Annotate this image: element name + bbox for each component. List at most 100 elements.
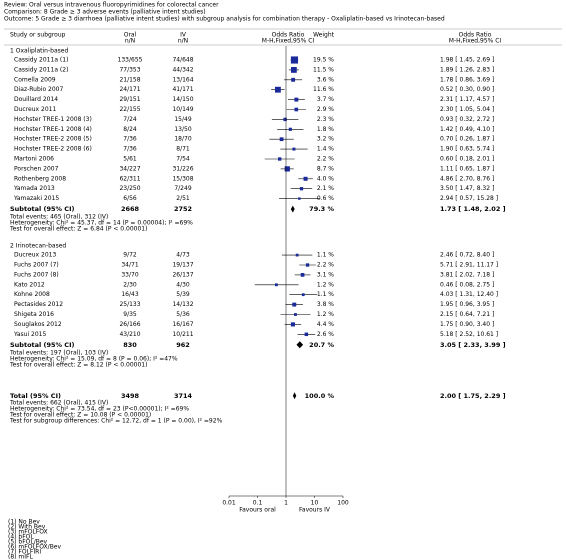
- study-square: [294, 97, 299, 102]
- col-iv: IV: [180, 32, 187, 39]
- oral-events: 25/133: [119, 301, 140, 308]
- footnote: (2) With Bev: [8, 524, 46, 531]
- odds-ratio: 2.30 [ 1.05, 5.04 ]: [440, 106, 494, 113]
- weight: 11.6 %: [313, 86, 334, 93]
- study-square: [303, 176, 308, 181]
- oral-events: 2/30: [123, 281, 137, 288]
- footnote: (7) FOLFIRI: [8, 549, 41, 556]
- iv-events: 13/50: [174, 126, 191, 133]
- odds-ratio: 0.60 [ 0.18, 2.01 ]: [440, 156, 494, 163]
- iv-events: 10/149: [172, 106, 193, 113]
- footnote: (8) mIFL: [8, 554, 33, 560]
- oral-events: 16/43: [121, 291, 138, 298]
- weight: 1.1 %: [317, 252, 334, 259]
- oral-events: 23/250: [119, 185, 140, 192]
- study-square: [300, 273, 305, 277]
- iv-events: 4/30: [176, 281, 190, 288]
- review: Review: Oral versus intravenous fluoropy…: [4, 2, 219, 9]
- x-tick-label: 1: [284, 500, 288, 507]
- odds-ratio: 0.70 [ 0.26, 1.87 ]: [440, 136, 494, 143]
- oral-events: 7/36: [123, 136, 137, 143]
- weight: 19.5 %: [313, 57, 334, 64]
- iv-events: 14/132: [172, 301, 193, 308]
- study-square: [274, 283, 278, 287]
- odds-ratio: 2.46 [ 0.72, 8.40 ]: [440, 252, 494, 259]
- iv-events: 44/342: [172, 66, 193, 73]
- col-plot-sub: M-H,Fixed,95% CI: [262, 38, 315, 45]
- study-name: Cassidy 2011a (2): [14, 66, 68, 73]
- study-name: Douillard 2014: [14, 96, 58, 103]
- iv-events: 8/71: [176, 146, 190, 153]
- subtotal-label: Total (95% CI): [10, 392, 61, 400]
- comparison: Comparison: 8 Grade ≥ 3 adverse events (…: [4, 9, 206, 16]
- study-name: Ducreux 2013: [14, 252, 56, 259]
- iv-events: 15/49: [174, 116, 191, 123]
- weight: 2.9 %: [317, 106, 334, 113]
- study-name: Cassidy 2011a (1): [14, 57, 68, 64]
- weight: 2.3 %: [317, 116, 334, 123]
- weight: 2.2 %: [317, 262, 334, 269]
- study-square: [288, 127, 292, 131]
- study-name: Yasui 2015: [13, 331, 46, 338]
- iv-events: 13/164: [172, 76, 193, 83]
- study-square: [299, 187, 304, 191]
- study-name: Comella 2009: [14, 76, 56, 83]
- study-square: [284, 166, 290, 172]
- subgroup-note: Heterogeneity: Chi² = 45.37, df = 14 (P …: [10, 220, 193, 227]
- odds-ratio: 0.93 [ 0.32, 2.72 ]: [440, 116, 494, 123]
- iv-events: 3714: [174, 392, 193, 400]
- oral-events: 43/210: [119, 331, 140, 338]
- study-name: Hochster TREE-2 2008 (6): [14, 146, 92, 153]
- odds-ratio: 1.78 [ 0.86, 3.69 ]: [440, 76, 494, 83]
- weight: 100.0 %: [305, 392, 335, 400]
- weight: 4.4 %: [317, 321, 334, 328]
- iv-events: 16/167: [172, 321, 193, 328]
- study-square: [290, 56, 299, 64]
- study-name: Diaz-Rubio 2007: [14, 86, 63, 93]
- weight: 1.8 %: [317, 126, 334, 133]
- study-square: [295, 253, 299, 257]
- iv-events: 15/308: [172, 175, 193, 182]
- col-or-sub: M-H,Fixed,95% CI: [449, 38, 502, 45]
- study-square: [292, 147, 296, 151]
- odds-ratio: 5.71 [ 2.91, 11.17 ]: [440, 262, 498, 269]
- oral-events: 8/24: [123, 126, 137, 133]
- oral-events: 6/56: [123, 195, 137, 202]
- study-name: Rothenberg 2008: [14, 175, 66, 182]
- weight: 2.6 %: [317, 331, 334, 338]
- footnote: (4) bFOL: [8, 534, 34, 541]
- group-name: 1 Oxaliplatin-based: [10, 48, 68, 55]
- oral-events: 24/171: [119, 86, 140, 93]
- study-square: [304, 332, 309, 337]
- study-square: [292, 302, 297, 307]
- odds-ratio: 4.86 [ 2.70, 8.76 ]: [440, 175, 494, 182]
- odds-ratio: 0.52 [ 0.30, 0.90 ]: [440, 86, 494, 93]
- x-tick-label: 0.01: [222, 500, 236, 507]
- weight: 11.5 %: [313, 66, 334, 73]
- oral-events: 3498: [121, 392, 140, 400]
- study-square: [278, 157, 282, 161]
- iv-events: 7/54: [176, 156, 190, 163]
- col-oral-sub: n/N: [125, 38, 135, 45]
- weight: 1.2 %: [317, 281, 334, 288]
- oral-events: 62/311: [119, 175, 140, 182]
- oral-events: 34/71: [121, 262, 138, 269]
- study-name: Hochster TREE-1 2008 (3): [14, 116, 92, 123]
- study-name: Yamazaki 2015: [13, 195, 59, 202]
- iv-events: 18/70: [174, 136, 191, 143]
- oral-events: 9/72: [123, 252, 137, 259]
- weight: 3.8 %: [317, 301, 334, 308]
- iv-events: 10/211: [172, 331, 193, 338]
- oral-events: 9/35: [123, 311, 137, 318]
- odds-ratio: 1.42 [ 0.49, 4.10 ]: [440, 126, 494, 133]
- study-name: Martoni 2006: [14, 156, 54, 163]
- subgroup-note: Test for overall effect: Z = 8.12 (P < 0…: [9, 361, 147, 368]
- weight: 2.1 %: [317, 185, 334, 192]
- diamond: [290, 205, 295, 213]
- study-name: Shigeta 2016: [14, 311, 54, 318]
- study-square: [290, 66, 297, 73]
- iv-events: 962: [176, 341, 190, 349]
- subtotal-label: Subtotal (95% CI): [10, 205, 74, 213]
- oral-events: 34/227: [119, 165, 140, 172]
- footnote: (5) bFOL/Bev: [8, 539, 48, 546]
